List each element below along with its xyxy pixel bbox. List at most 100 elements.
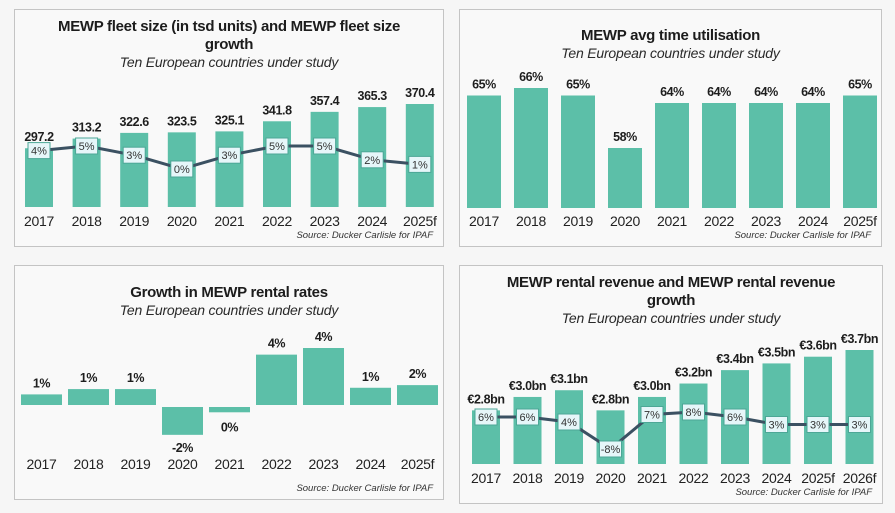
data-label-2019: 65% bbox=[566, 78, 590, 92]
data-label-2021: 325.1 bbox=[215, 113, 245, 127]
growth-marker-2021 bbox=[217, 146, 241, 164]
x-tick-2026f: 2026f bbox=[843, 470, 877, 486]
bar-2025f bbox=[405, 104, 434, 207]
x-tick-2023: 2023 bbox=[720, 470, 750, 486]
growth-marker-2018 bbox=[75, 137, 99, 155]
chart-subtitle: Ten European countries under study bbox=[119, 54, 339, 70]
growth-label-2025f: 1% bbox=[412, 159, 428, 171]
x-tick-2017: 2017 bbox=[24, 213, 54, 229]
data-label-2020: €2.8bn bbox=[592, 392, 629, 406]
growth-marker-2024 bbox=[765, 416, 788, 433]
x-tick-2017: 2017 bbox=[471, 470, 501, 486]
growth-label-2021: 3% bbox=[221, 150, 237, 162]
chart-panel-revenue: MEWP rental revenue and MEWP rental reve… bbox=[459, 265, 883, 504]
data-label-2026f: €3.7bn bbox=[841, 332, 878, 346]
x-tick-2019: 2019 bbox=[554, 470, 584, 486]
data-label-2022: 341.8 bbox=[262, 103, 292, 117]
bar-2022 bbox=[679, 383, 708, 464]
growth-label-2023: 6% bbox=[727, 412, 743, 424]
data-label-2025f: 65% bbox=[848, 78, 872, 92]
bar-2024 bbox=[762, 363, 791, 464]
x-tick-2024: 2024 bbox=[798, 213, 828, 229]
bar-2025f bbox=[843, 95, 877, 208]
bar-2022 bbox=[256, 354, 297, 405]
chart-title: MEWP rental revenue and MEWP rental reve… bbox=[506, 274, 836, 291]
bar-2017 bbox=[467, 95, 501, 208]
x-tick-2018: 2018 bbox=[513, 470, 543, 486]
bar-2021 bbox=[655, 103, 689, 208]
chart-panel-rates: Growth in MEWP rental rates Ten European… bbox=[14, 265, 444, 500]
x-tick-2022: 2022 bbox=[262, 213, 292, 229]
data-label-2018: 313.2 bbox=[72, 121, 102, 135]
bar-2019 bbox=[115, 389, 156, 405]
growth-label-2026f: 3% bbox=[852, 420, 868, 432]
x-tick-2018: 2018 bbox=[74, 456, 104, 472]
growth-label-2024: 3% bbox=[769, 420, 785, 432]
data-label-2020: 58% bbox=[613, 130, 637, 144]
data-label-2019: €3.1bn bbox=[550, 372, 587, 386]
x-tick-2023: 2023 bbox=[751, 213, 781, 229]
growth-label-2020: -8% bbox=[601, 444, 621, 456]
growth-label-2024: 2% bbox=[364, 155, 380, 167]
data-label-2017: €2.8bn bbox=[467, 392, 504, 406]
chart-svg-utilisation: 65% 2017 66% 2018 65% 2019 58% 2020 64% 2021 64% 20… bbox=[467, 70, 877, 229]
x-tick-2023: 2023 bbox=[309, 456, 339, 472]
bar-2018 bbox=[514, 88, 548, 208]
bar-2022 bbox=[263, 121, 291, 207]
data-label-2022: 64% bbox=[707, 85, 731, 99]
data-label-2017: 1% bbox=[33, 376, 51, 390]
growth-marker-2022 bbox=[682, 403, 705, 421]
x-tick-2025f: 2025f bbox=[403, 213, 437, 229]
x-tick-2017: 2017 bbox=[27, 456, 57, 472]
growth-marker-2018 bbox=[516, 408, 539, 426]
growth-marker-2020 bbox=[599, 440, 622, 458]
chart-source: Source: Ducker Carlisle for IPAF bbox=[734, 230, 871, 241]
x-tick-2025f: 2025f bbox=[401, 456, 435, 472]
x-tick-2021: 2021 bbox=[637, 470, 667, 486]
x-tick-2024: 2024 bbox=[357, 213, 387, 229]
bar-2018 bbox=[513, 396, 542, 464]
bar-2020 bbox=[608, 148, 642, 208]
data-label-2020: 323.5 bbox=[167, 114, 197, 128]
growth-line bbox=[486, 410, 860, 451]
x-tick-2019: 2019 bbox=[121, 456, 151, 472]
x-tick-2022: 2022 bbox=[262, 456, 292, 472]
growth-marker-2024 bbox=[360, 151, 384, 169]
growth-marker-2020 bbox=[170, 160, 194, 178]
data-label-2023: 357.4 bbox=[310, 94, 340, 108]
bar-2023 bbox=[749, 103, 783, 208]
chart-title-line2: growth bbox=[204, 36, 254, 53]
data-label-2017: 65% bbox=[472, 78, 496, 92]
data-label-2024: 1% bbox=[362, 370, 380, 384]
data-label-2019: 1% bbox=[127, 371, 145, 385]
data-label-2019: 322.6 bbox=[120, 115, 150, 129]
data-label-2023: 4% bbox=[315, 330, 333, 344]
x-tick-2020: 2020 bbox=[610, 213, 640, 229]
chart-subtitle: Ten European countries under study bbox=[561, 310, 781, 326]
data-label-2024: 64% bbox=[801, 85, 825, 99]
bar-2025f bbox=[397, 385, 438, 405]
x-tick-2023: 2023 bbox=[310, 213, 340, 229]
data-label-2024: 365.3 bbox=[358, 89, 388, 103]
bar-2025f bbox=[804, 356, 832, 464]
x-tick-2018: 2018 bbox=[72, 213, 102, 229]
growth-marker-2021 bbox=[640, 406, 664, 423]
data-label-2018: 1% bbox=[80, 371, 98, 385]
bar-2023 bbox=[310, 111, 339, 207]
bar-2021 bbox=[209, 407, 250, 413]
data-label-2021: 0% bbox=[221, 420, 239, 434]
data-label-2022: €3.2bn bbox=[675, 366, 712, 380]
bar-2019 bbox=[561, 95, 595, 208]
chart-panel-fleet: MEWP fleet size (in tsd units) and MEWP … bbox=[14, 9, 444, 247]
data-label-2018: €3.0bn bbox=[509, 379, 546, 393]
chart-subtitle: Ten European countries under study bbox=[561, 45, 780, 61]
chart-title: MEWP fleet size (in tsd units) and MEWP … bbox=[58, 18, 400, 35]
growth-marker-2025f bbox=[408, 155, 432, 173]
x-tick-2021: 2021 bbox=[657, 213, 687, 229]
bar-2017 bbox=[21, 394, 62, 405]
growth-marker-2026f bbox=[848, 416, 871, 433]
growth-label-2025f: 3% bbox=[810, 420, 826, 432]
data-label-2021: 64% bbox=[660, 85, 684, 99]
x-tick-2019: 2019 bbox=[119, 213, 149, 229]
chart-svg-fleet: 297.2 2017 313.2 2018 322.6 2019 323.5 2020 325.… bbox=[24, 86, 437, 229]
